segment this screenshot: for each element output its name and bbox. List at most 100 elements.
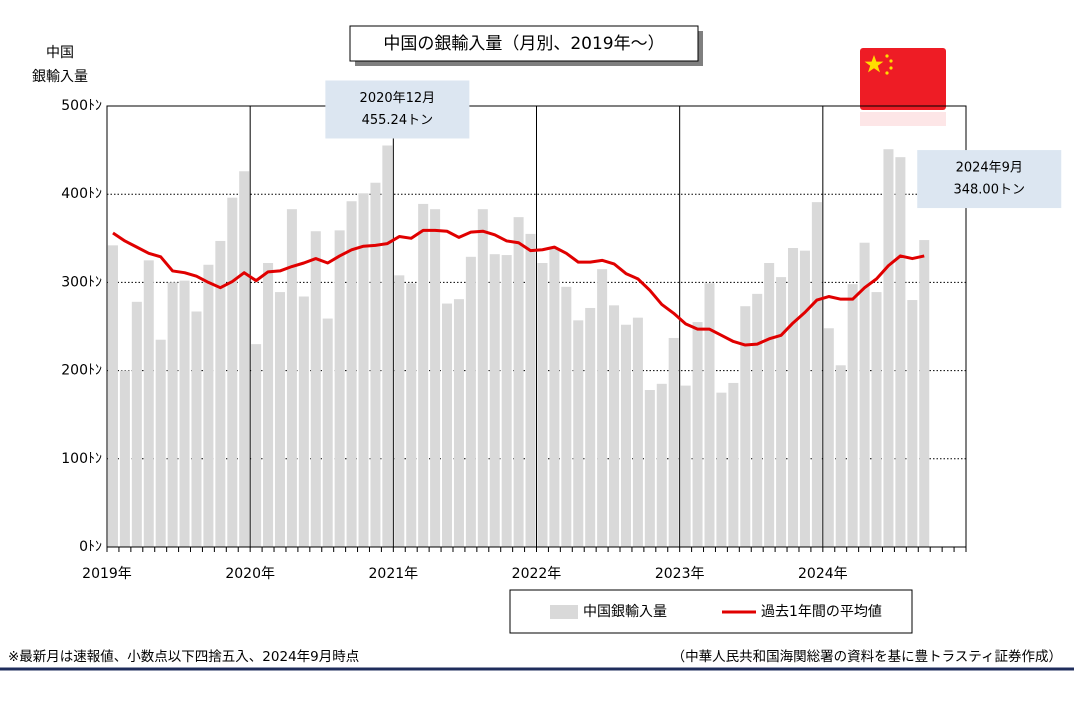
bar xyxy=(227,197,238,547)
bar xyxy=(620,324,631,547)
footnote: ※最新月は速報値、小数点以下四捨五入、2024年9月時点 xyxy=(8,649,359,665)
bar xyxy=(167,282,178,547)
chart-title: 中国の銀輸入量（月別、2019年～） xyxy=(383,34,664,54)
bar xyxy=(644,390,655,547)
legend-swatch xyxy=(550,605,578,619)
bar xyxy=(883,149,894,547)
bar xyxy=(919,240,930,547)
bar xyxy=(263,262,274,547)
x-tick-label: 2021年 xyxy=(369,566,419,582)
bar xyxy=(537,262,548,547)
x-tick-label: 2024年 xyxy=(798,566,848,582)
bar xyxy=(465,256,476,547)
bar xyxy=(656,383,667,547)
bar xyxy=(143,260,154,547)
bar xyxy=(835,365,846,547)
bar xyxy=(776,277,787,547)
bar xyxy=(799,250,810,547)
bar xyxy=(811,202,822,547)
bar xyxy=(704,283,715,547)
flag-star xyxy=(885,54,889,58)
bar xyxy=(406,283,417,547)
y-tick-label: 200ﾄﾝ xyxy=(61,363,102,379)
bar xyxy=(728,382,739,547)
x-tick-label: 2022年 xyxy=(512,566,562,582)
y-tick-label: 500ﾄﾝ xyxy=(61,98,102,114)
bar xyxy=(501,255,512,548)
bar xyxy=(191,311,202,547)
bar xyxy=(477,209,488,547)
bar xyxy=(489,254,500,547)
y-axis-title: 中国 xyxy=(46,45,74,61)
bar xyxy=(859,242,870,547)
bar xyxy=(298,296,309,547)
title-box xyxy=(349,25,699,62)
bar xyxy=(871,292,882,547)
bar xyxy=(692,322,703,547)
bar xyxy=(561,286,572,547)
bar xyxy=(740,306,751,547)
bar xyxy=(334,230,345,547)
line xyxy=(112,228,925,347)
bar xyxy=(573,320,584,547)
bar xyxy=(716,392,727,547)
x-tick-label: 2023年 xyxy=(655,566,705,582)
callout-value: 455.24トン xyxy=(362,113,434,128)
bar xyxy=(370,182,381,547)
y-tick-label: 100ﾄﾝ xyxy=(61,451,102,467)
bar xyxy=(442,303,453,547)
x-tick-label: 2019年 xyxy=(82,566,132,582)
bar xyxy=(107,245,118,547)
bar xyxy=(609,305,620,547)
bar xyxy=(310,231,321,547)
bar xyxy=(322,318,333,547)
bar xyxy=(179,280,190,547)
bar xyxy=(764,262,775,547)
flag xyxy=(860,48,946,126)
legend-box xyxy=(509,589,913,634)
flag-body xyxy=(860,48,946,110)
bar xyxy=(251,344,262,547)
bar xyxy=(513,217,524,547)
bar xyxy=(680,385,691,547)
bar xyxy=(203,264,214,547)
y-tick-label: 0ﾄﾝ xyxy=(79,539,102,555)
bar xyxy=(430,209,441,547)
legend-label: 過去1年間の平均値 xyxy=(761,604,882,620)
bar xyxy=(131,301,142,547)
bar xyxy=(453,299,464,547)
bars xyxy=(107,145,930,548)
lines xyxy=(112,228,925,347)
bar xyxy=(597,269,608,547)
bar xyxy=(346,201,357,548)
bar xyxy=(215,240,226,548)
bar xyxy=(418,203,429,548)
bar xyxy=(668,337,679,547)
source-note: （中華人民共和国海関総署の資料を基に豊トラスティ証券作成） xyxy=(672,648,1062,665)
bar xyxy=(274,292,286,547)
y-axis-title: 銀輸入量 xyxy=(32,69,88,85)
bar xyxy=(155,339,166,547)
bar xyxy=(895,157,906,547)
bar xyxy=(286,209,297,547)
flag-reflection xyxy=(860,112,946,126)
y-tick-label: 400ﾄﾝ xyxy=(61,186,102,202)
flag-star xyxy=(864,55,884,73)
plot-frame xyxy=(106,105,967,548)
y-tick-label: 300ﾄﾝ xyxy=(61,274,102,290)
flag-star xyxy=(885,71,889,75)
flag-star xyxy=(889,66,893,70)
bar xyxy=(585,307,596,547)
bar xyxy=(907,300,918,547)
bar xyxy=(823,328,834,547)
x-tick-label: 2020年 xyxy=(225,566,275,582)
axes: 0ﾄﾝ 100ﾄﾝ 200ﾄﾝ 300ﾄﾝ 400ﾄﾝ 500ﾄﾝ 2019年 2020年 20… xyxy=(61,98,967,582)
bar xyxy=(525,233,536,547)
legend-label: 中国銀輸入量 xyxy=(583,604,667,620)
callout-title: 2020年12月 xyxy=(360,91,436,106)
callout-value: 348.00トン xyxy=(953,183,1025,198)
callout-box xyxy=(325,80,470,139)
bar xyxy=(239,171,250,547)
